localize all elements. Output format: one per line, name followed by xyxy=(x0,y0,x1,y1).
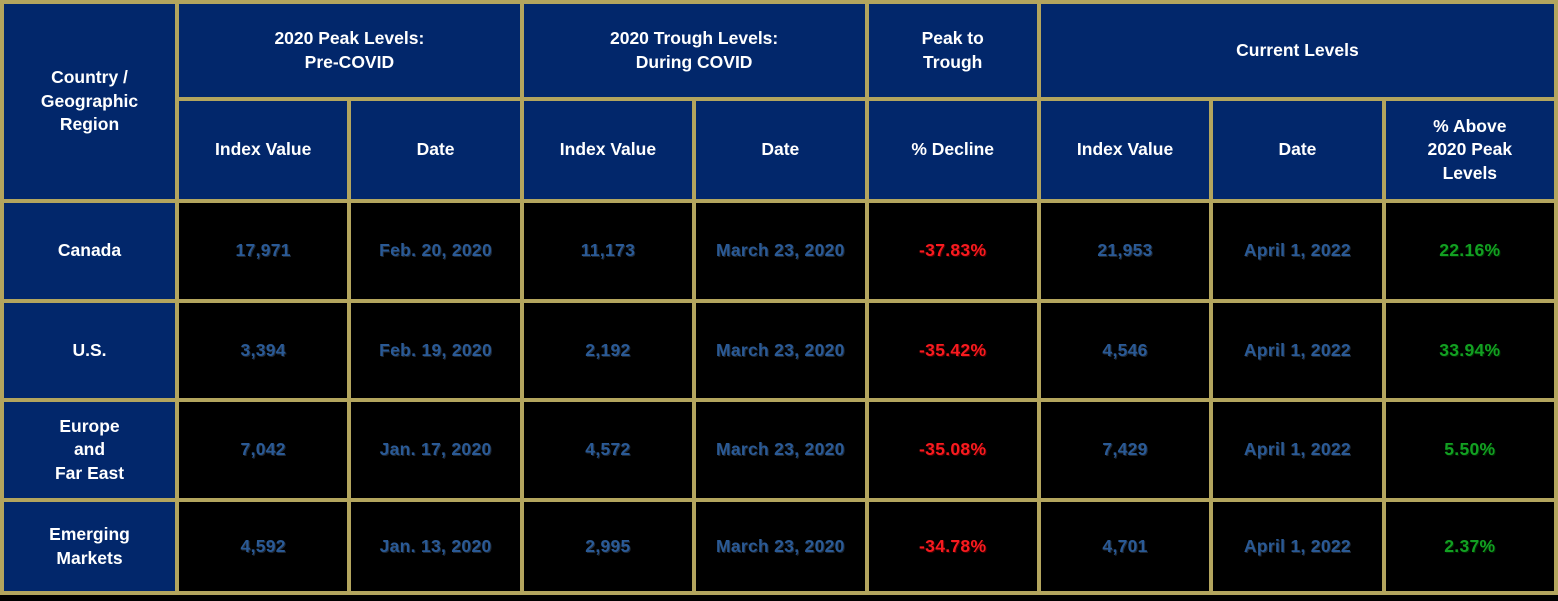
peak-index-value-cell: 4,592 xyxy=(179,502,348,591)
current-date-cell: April 1, 2022 xyxy=(1213,502,1382,591)
percent-decline-header: % Decline xyxy=(868,101,1037,199)
peak-index-value-cell: 3,394 xyxy=(179,303,348,398)
percent-decline-cell: -34.78% xyxy=(868,502,1037,591)
current-index-value-header: Index Value xyxy=(1040,101,1210,199)
peak-to-trough-group-header: Peak to Trough xyxy=(868,4,1037,97)
current-date-header: Date xyxy=(1213,101,1382,199)
current-date-cell: April 1, 2022 xyxy=(1213,402,1382,498)
region-cell: Europe and Far East xyxy=(4,402,175,498)
peak-index-value-header: Index Value xyxy=(179,101,348,199)
percent-decline-cell: -35.42% xyxy=(868,303,1037,398)
trough-date-cell: March 23, 2020 xyxy=(696,203,865,299)
trough-index-value-cell: 2,192 xyxy=(523,303,693,398)
percent-decline-cell: -35.08% xyxy=(868,402,1037,498)
current-index-value-cell: 4,701 xyxy=(1040,502,1210,591)
percent-decline-cell: -37.83% xyxy=(868,203,1037,299)
current-date-cell: April 1, 2022 xyxy=(1213,203,1382,299)
peak-index-value-cell: 17,971 xyxy=(179,203,348,299)
percent-above-peak-header: % Above 2020 Peak Levels xyxy=(1385,101,1554,199)
trough-date-cell: March 23, 2020 xyxy=(696,402,865,498)
trough-index-value-header: Index Value xyxy=(523,101,693,199)
percent-above-peak-cell: 33.94% xyxy=(1385,303,1554,398)
peak-date-cell: Jan. 17, 2020 xyxy=(351,402,520,498)
region-cell: Canada xyxy=(4,203,175,299)
current-date-cell: April 1, 2022 xyxy=(1213,303,1382,398)
peak-date-cell: Feb. 20, 2020 xyxy=(351,203,520,299)
current-levels-group-header: Current Levels xyxy=(1040,4,1554,97)
peak-date-header: Date xyxy=(351,101,520,199)
peak-levels-group-header: 2020 Peak Levels: Pre-COVID xyxy=(179,4,520,97)
country-region-header: Country / Geographic Region xyxy=(4,4,175,199)
trough-index-value-cell: 11,173 xyxy=(523,203,693,299)
percent-above-peak-cell: 22.16% xyxy=(1385,203,1554,299)
peak-date-cell: Jan. 13, 2020 xyxy=(351,502,520,591)
trough-levels-group-header: 2020 Trough Levels: During COVID xyxy=(523,4,865,97)
region-cell: Emerging Markets xyxy=(4,502,175,591)
trough-date-cell: March 23, 2020 xyxy=(696,303,865,398)
current-index-value-cell: 7,429 xyxy=(1040,402,1210,498)
current-index-value-cell: 4,546 xyxy=(1040,303,1210,398)
percent-above-peak-cell: 5.50% xyxy=(1385,402,1554,498)
trough-index-value-cell: 2,995 xyxy=(523,502,693,591)
peak-index-value-cell: 7,042 xyxy=(179,402,348,498)
trough-index-value-cell: 4,572 xyxy=(523,402,693,498)
current-index-value-cell: 21,953 xyxy=(1040,203,1210,299)
trough-date-cell: March 23, 2020 xyxy=(696,502,865,591)
trough-date-header: Date xyxy=(696,101,865,199)
peak-date-cell: Feb. 19, 2020 xyxy=(351,303,520,398)
region-cell: U.S. xyxy=(4,303,175,398)
percent-above-peak-cell: 2.37% xyxy=(1385,502,1554,591)
